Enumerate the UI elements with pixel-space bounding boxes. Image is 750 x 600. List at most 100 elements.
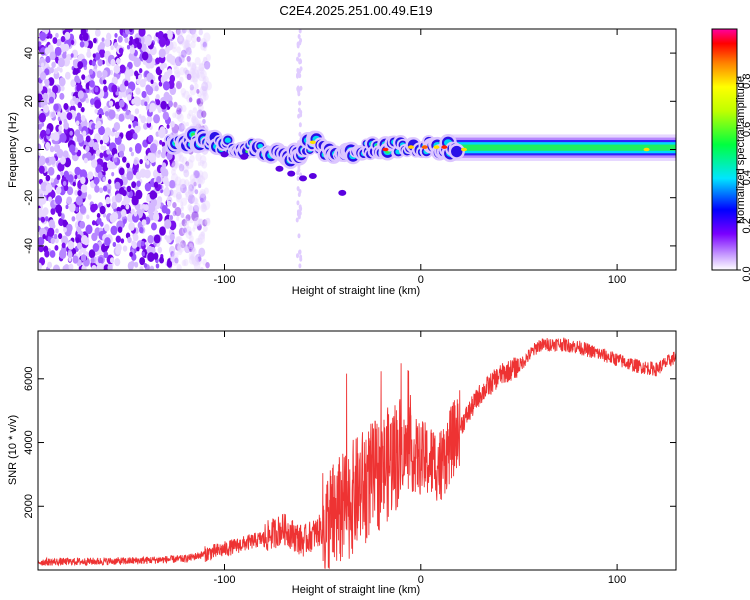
noise-blob (176, 82, 181, 89)
noise-blob (89, 80, 95, 88)
noise-blob (172, 46, 177, 53)
noise-blob (202, 225, 208, 232)
noise-blob (157, 149, 162, 155)
noise-blob (93, 37, 97, 44)
noise-blob (122, 245, 128, 252)
noise-blob (179, 178, 187, 189)
noise-blob (101, 37, 105, 42)
noise-blob (111, 201, 117, 210)
noise-blob (91, 264, 97, 270)
noise-blob (45, 174, 51, 182)
noise-blob (119, 83, 127, 93)
noise-blob (170, 120, 175, 128)
noise-blob (102, 212, 107, 218)
noise-blob (38, 41, 42, 47)
noise-blob (113, 64, 121, 74)
tail-blob (220, 151, 229, 158)
spectrogram-marks (38, 29, 676, 270)
streak-blob (296, 200, 300, 206)
noise-blob (199, 85, 207, 96)
noise-blob (186, 60, 192, 67)
noise-blob (155, 94, 160, 101)
noise-blob (178, 163, 185, 172)
noise-blob (91, 159, 98, 169)
noise-blob (203, 187, 209, 195)
noise-blob (53, 103, 59, 112)
noise-blob (133, 96, 140, 105)
noise-blob (192, 204, 200, 214)
noise-blob (174, 56, 183, 67)
noise-blob (200, 197, 204, 203)
noise-blob (198, 29, 204, 36)
noise-blob (102, 134, 110, 144)
noise-blob (58, 125, 63, 131)
noise-blob (196, 98, 201, 105)
noise-blob (72, 70, 76, 76)
noise-blob (147, 234, 154, 244)
noise-blob (175, 236, 183, 246)
noise-blob (197, 237, 203, 246)
noise-blob (101, 75, 105, 81)
noise-blob (201, 204, 208, 212)
noise-blob (130, 151, 134, 157)
noise-blob (198, 108, 203, 114)
noise-blob (186, 55, 191, 62)
noise-blob (201, 81, 209, 92)
noise-blob (107, 263, 113, 270)
noise-blob (202, 56, 208, 63)
noise-blob (96, 213, 101, 219)
noise-blob (162, 176, 169, 185)
noise-blob (186, 113, 192, 120)
noise-blob (114, 131, 119, 139)
noise-blob (146, 147, 151, 154)
noise-blob (183, 222, 189, 230)
noise-blob (171, 60, 175, 66)
noise-blob (194, 198, 199, 205)
noise-blob (63, 227, 67, 233)
noise-blob (118, 150, 125, 158)
colorbar-label: Normalized spectral amplitude (735, 76, 747, 224)
noise-blob (190, 41, 196, 49)
noise-blob (130, 208, 135, 215)
noise-blob (198, 62, 205, 72)
noise-blob (173, 101, 178, 108)
noise-blob (134, 261, 139, 268)
noise-blob (143, 262, 148, 268)
spectrogram-x-tick-label: 100 (608, 274, 626, 286)
noise-blob (196, 97, 204, 107)
noise-blob (104, 224, 110, 232)
noise-blob (159, 140, 163, 145)
noise-blob (180, 206, 184, 211)
noise-blob (102, 185, 108, 192)
noise-blob (60, 35, 66, 43)
noise-blob (39, 71, 47, 81)
noise-blob (66, 196, 73, 205)
noise-blob (188, 109, 194, 117)
noise-blob (197, 71, 205, 82)
noise-blob (138, 68, 143, 74)
band-hotspot (433, 145, 440, 149)
noise-blob (164, 234, 168, 240)
noise-blob (103, 251, 109, 259)
spectrogram-x-tick-label: -100 (213, 274, 235, 286)
noise-blob (178, 54, 185, 63)
noise-blob (102, 79, 107, 85)
noise-blob (44, 47, 50, 55)
noise-blob (193, 216, 201, 227)
noise-blob (171, 160, 178, 169)
noise-blob (180, 201, 184, 207)
noise-blob (118, 99, 125, 108)
noise-blob (139, 159, 143, 165)
noise-blob (111, 211, 119, 222)
streak-blob (295, 73, 299, 79)
noise-blob (140, 240, 145, 247)
noise-blob (113, 122, 121, 131)
noise-blob (133, 159, 138, 166)
noise-blob (176, 107, 182, 115)
noise-blob (195, 237, 201, 245)
streak-blob (298, 204, 302, 210)
noise-blob (200, 230, 205, 237)
noise-blob (138, 29, 146, 37)
noise-blob (92, 243, 100, 252)
noise-blob (168, 100, 174, 108)
